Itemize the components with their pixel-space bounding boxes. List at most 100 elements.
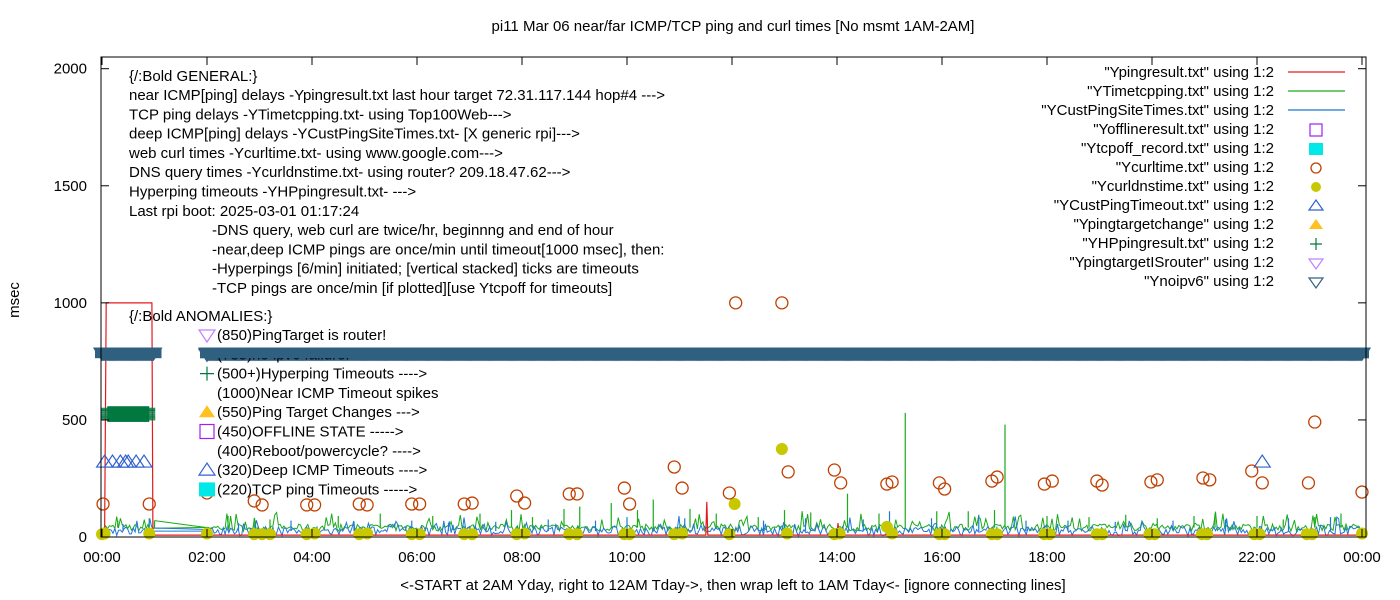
legend-marker-icon — [1309, 143, 1323, 155]
legend-marker-icon — [1307, 277, 1325, 290]
legend-label: "Ycurldnstime.txt" using 1:2 — [1092, 178, 1274, 195]
dns-time-point — [886, 527, 899, 540]
anomaly-label: (320)Deep ICMP Timeouts ----> — [217, 462, 427, 479]
legend-label: "Ypingtargetchange" using 1:2 — [1073, 216, 1274, 233]
general-line: deep ICMP[ping] delays -YCustPingSiteTim… — [129, 126, 580, 143]
dns-time-point — [991, 528, 1004, 541]
general-line: near ICMP[ping] delays -Ypingresult.txt … — [129, 87, 665, 104]
curl-time-point — [775, 296, 789, 310]
curl-time-point — [1045, 474, 1059, 488]
y-tick-label: 2000 — [54, 61, 87, 78]
note-line: -TCP pings are once/min [if plotted][use… — [212, 280, 612, 297]
general-line: Hyperping timeouts -YHPpingresult.txt- -… — [129, 184, 416, 201]
legend-marker-icon — [1309, 123, 1323, 137]
curl-time-point — [1255, 476, 1269, 490]
curl-time-point — [1095, 478, 1109, 492]
anomaly-marker-icon — [199, 423, 215, 440]
y-tick-label: 1000 — [54, 295, 87, 312]
annotations: {/:Bold GENERAL:} near ICMP[ping] delays … — [128, 68, 1369, 498]
legend-marker-icon — [1310, 162, 1322, 174]
curl-time-point — [360, 498, 374, 512]
legend-label: "Ypingresult.txt" using 1:2 — [1104, 64, 1274, 81]
general-header: {/:Bold GENERAL:} — [129, 68, 257, 85]
curl-time-point — [675, 481, 689, 495]
deep-icmp-timeout-point — [134, 453, 154, 468]
curl-time-point — [827, 463, 842, 477]
dns-time-point — [723, 528, 736, 541]
curl-time-point — [1245, 464, 1259, 478]
legend-label: "Ynoipv6" using 1:2 — [1144, 273, 1274, 290]
anomaly-marker-icon — [199, 405, 215, 418]
anomalies-header: {/:Bold ANOMALIES:} — [129, 308, 272, 325]
x-tick-label: 14:00 — [818, 549, 856, 566]
dns-time-point — [938, 528, 951, 541]
curl-time-point — [142, 497, 156, 511]
deep-icmp-timeout-point — [1253, 453, 1272, 468]
dns-time-point — [775, 442, 788, 455]
x-tick-label: 22:00 — [1238, 549, 1276, 566]
curl-time-point — [834, 476, 848, 490]
x-tick-label: 16:00 — [923, 549, 961, 566]
anomaly-label: (850)PingTarget is router! — [217, 327, 386, 344]
anomaly-label: (220)TCP ping Timeouts -----> — [217, 481, 417, 498]
x-tick-label: 00:00 — [83, 549, 121, 566]
legend-label: "YCustPingSiteTimes.txt" using 1:2 — [1041, 102, 1274, 119]
x-tick-label: 00:00 — [1343, 549, 1381, 566]
legend-marker-icon — [1310, 238, 1322, 250]
curl-time-point — [457, 497, 471, 511]
curl-time-point — [1355, 485, 1369, 499]
dns-time-point — [98, 527, 111, 540]
general-line: web curl times -Ycurltime.txt- using www… — [128, 145, 503, 162]
x-tick-label: 04:00 — [293, 549, 331, 566]
anomaly-label: (400)Reboot/powercycle? ----> — [217, 443, 421, 460]
curl-time-point — [990, 470, 1004, 484]
curl-time-point — [255, 498, 269, 512]
anomaly-label: (1000)Near ICMP Timeout spikes — [217, 385, 438, 402]
dns-time-point — [1148, 528, 1161, 541]
legend-label: "Ycurltime.txt" using 1:2 — [1116, 159, 1274, 176]
curl-time-point — [247, 494, 261, 508]
curl-time-point — [562, 487, 576, 501]
y-tick-label: 0 — [79, 529, 87, 546]
dns-time-point — [728, 497, 741, 510]
curl-time-point — [1308, 415, 1322, 429]
x-tick-label: 08:00 — [503, 549, 541, 566]
deep-icmp-timeout-point — [103, 453, 122, 468]
curl-time-point — [667, 460, 681, 474]
dns-time-point — [143, 527, 156, 540]
dns-time-point — [623, 528, 636, 541]
curl-time-point — [781, 465, 795, 479]
legend-label: "Ytcpoff_record.txt" using 1:2 — [1081, 140, 1274, 157]
legend-marker-icon — [1309, 219, 1323, 229]
general-line: TCP ping delays -YTimetcpping.txt- using… — [129, 106, 512, 123]
curl-time-point — [570, 487, 584, 501]
x-axis-label: <-START at 2AM Yday, right to 12AM Tday-… — [400, 577, 1065, 594]
curl-time-point — [1196, 471, 1210, 485]
curl-time-point — [405, 497, 419, 511]
dns-time-point — [308, 527, 321, 540]
curl-time-point — [96, 497, 110, 511]
legend-marker-icon — [1311, 182, 1321, 192]
x-tick-label: 02:00 — [188, 549, 226, 566]
curl-time-point — [1203, 473, 1217, 487]
anomaly-marker-icon — [197, 462, 217, 476]
dns-time-point — [1043, 528, 1056, 541]
anomaly-label: (450)OFFLINE STATE -----> — [217, 424, 404, 441]
dns-time-point — [1253, 528, 1266, 541]
deep-icmp-timeout-point — [119, 453, 138, 468]
curl-time-point — [722, 486, 737, 500]
curl-time-point — [622, 497, 637, 511]
general-line: DNS query times -Ycurldnstime.txt- using… — [129, 164, 571, 181]
dns-time-point — [676, 527, 689, 540]
deep-icmp-timeout-point — [111, 453, 130, 468]
curl-time-point — [1037, 477, 1052, 491]
anomaly-marker-icon — [200, 366, 214, 381]
chart-title: pi11 Mar 06 near/far ICMP/TCP ping and c… — [492, 18, 975, 35]
y-tick-label: 500 — [62, 412, 87, 429]
noipv6-band-0 — [95, 348, 162, 359]
dns-time-point — [264, 528, 276, 541]
curl-time-point — [412, 497, 427, 511]
curl-time-point — [937, 482, 952, 496]
curl-time-point — [307, 498, 322, 512]
